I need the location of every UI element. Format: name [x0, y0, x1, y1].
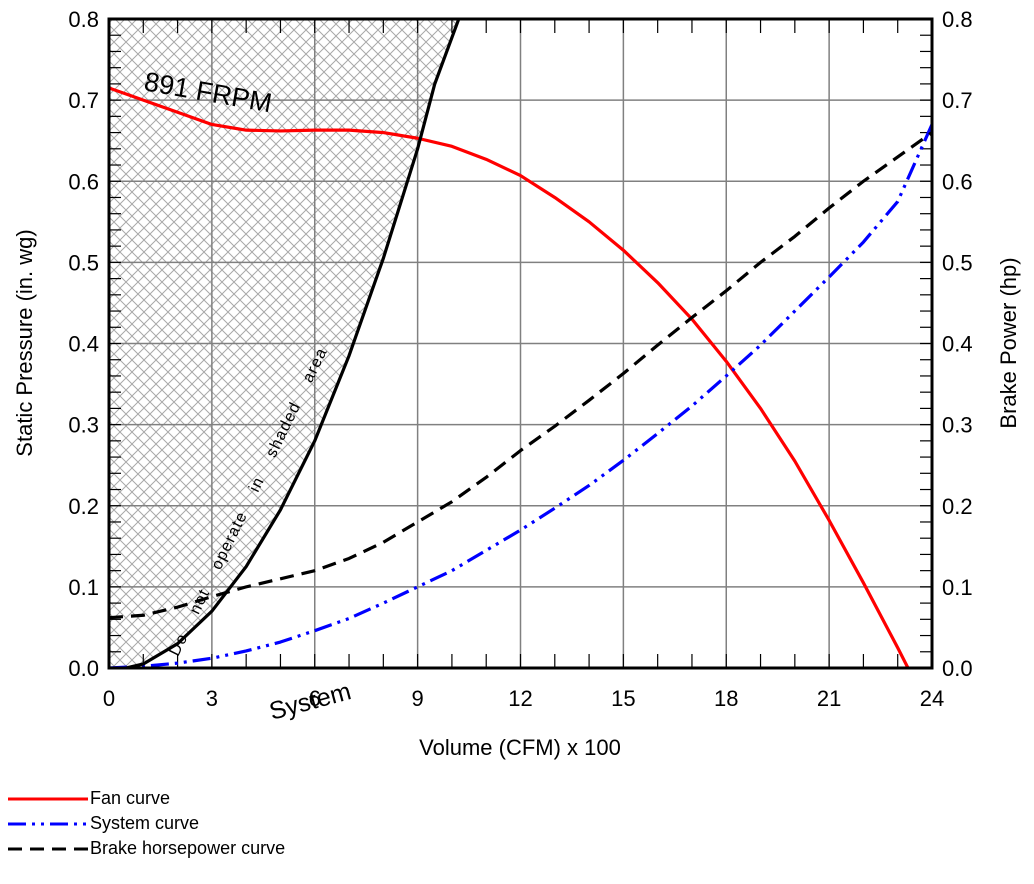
y-tick-labels: 0.0 0.1 0.2 0.3 0.4 0.5 0.6 0.7 0.8: [68, 7, 99, 681]
y2-tick-label: 0.6: [942, 169, 973, 194]
x-tick-labels: 0 3 6 9 12 15 18 21 24: [103, 686, 944, 711]
x-tick-label: 9: [412, 686, 424, 711]
y-tick-label: 0.5: [68, 250, 99, 275]
y2-tick-label: 0.3: [942, 413, 973, 438]
y-tick-label: 0.7: [68, 88, 99, 113]
legend-swatch-fan: [8, 797, 88, 800]
y2-tick-label: 0.0: [942, 656, 973, 681]
series-lines: [109, 19, 932, 668]
y2-tick-label: 0.7: [942, 88, 973, 113]
x-axis-title: Volume (CFM) x 100: [419, 735, 621, 760]
y-tick-label: 0.0: [68, 656, 99, 681]
legend-item-fan: Fan curve: [8, 786, 285, 811]
y-axis-title: Static Pressure (in. wg): [12, 229, 37, 456]
legend-label-system: System curve: [90, 813, 200, 833]
y2-tick-label: 0.4: [942, 332, 973, 357]
x-tick-label: 12: [508, 686, 532, 711]
y-tick-label: 0.4: [68, 332, 99, 357]
x-tick-label: 24: [920, 686, 944, 711]
legend-label-bhp: Brake horsepower curve: [90, 838, 286, 858]
legend-item-system: System curve: [8, 811, 285, 836]
x-tick-label: 3: [206, 686, 218, 711]
y2-tick-label: 0.8: [942, 7, 973, 32]
x-tick-label: 18: [714, 686, 738, 711]
legend-label-fan: Fan curve: [90, 788, 171, 808]
series-line-1: [109, 123, 932, 668]
x-tick-label: 6: [309, 686, 321, 711]
x-tick-label: 21: [817, 686, 841, 711]
series-line-2: [109, 131, 932, 620]
minor-ticks: [108, 18, 933, 669]
y-tick-label: 0.1: [68, 575, 99, 600]
y2-tick-label: 0.5: [942, 250, 973, 275]
y-tick-label: 0.8: [68, 7, 99, 32]
y2-tick-label: 0.1: [942, 575, 973, 600]
x-tick-label: 0: [103, 686, 115, 711]
plot-frame: [107, 17, 934, 670]
series-line-0: [109, 86, 910, 668]
system-annotation: System: [266, 677, 354, 726]
legend-item-bhp: Brake horsepower curve: [8, 836, 285, 861]
y-tick-label: 0.3: [68, 413, 99, 438]
y2-tick-labels: 0.0 0.1 0.2 0.3 0.4 0.5 0.6 0.7 0.8: [942, 7, 973, 681]
y-tick-label: 0.6: [68, 169, 99, 194]
y2-tick-label: 0.2: [942, 494, 973, 519]
y2-axis-title: Brake Power (hp): [996, 257, 1021, 428]
y-tick-label: 0.2: [68, 494, 99, 519]
legend: Fan curve System curve Brake horsepower …: [8, 786, 285, 861]
legend-swatch-system: [8, 822, 88, 825]
x-tick-label: 15: [611, 686, 635, 711]
boundary-curve: [125, 19, 461, 668]
legend-swatch-bhp: [8, 847, 88, 850]
